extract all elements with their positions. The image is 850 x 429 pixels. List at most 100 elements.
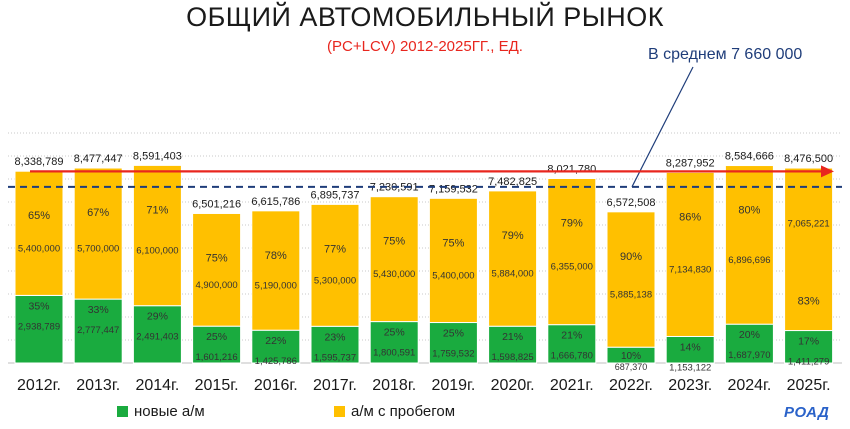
used-value-label: 5,400,000 [432, 270, 474, 281]
new-pct-label: 21% [502, 331, 523, 343]
new-value-label: 1,598,825 [491, 352, 533, 363]
used-value-label: 5,884,000 [491, 269, 533, 280]
total-label: 7,482,825 [488, 176, 537, 188]
bar-used [784, 167, 834, 332]
chart-title: ОБЩИЙ АВТОМОБИЛЬНЫЙ РЫНОК [186, 2, 664, 32]
new-value-label: 1,595,737 [314, 352, 356, 363]
new-value-label: 1,425,786 [255, 356, 297, 367]
new-value-label: 2,491,403 [136, 332, 178, 343]
bar-used [14, 170, 64, 296]
new-pct-label: 25% [443, 328, 464, 340]
new-pct-label: 17% [798, 336, 819, 348]
new-value-label: 1,666,780 [551, 351, 593, 362]
bar-used [724, 165, 774, 325]
new-value-label: 1,800,591 [373, 348, 415, 359]
used-value-label: 6,896,696 [728, 255, 770, 266]
used-pct-label: 77% [324, 243, 346, 255]
used-value-label: 6,100,000 [136, 246, 178, 257]
used-value-label: 7,134,830 [669, 264, 711, 275]
new-pct-label: 25% [384, 327, 405, 339]
bar-new [251, 329, 301, 364]
used-pct-label: 79% [502, 230, 524, 242]
x-tick-label: 2018г. [372, 377, 416, 394]
bar-new [784, 330, 834, 364]
bar-used [428, 197, 478, 324]
x-tick-label: 2025г. [787, 377, 831, 394]
bar-new [488, 325, 538, 364]
used-value-label: 4,900,000 [195, 280, 237, 291]
new-pct-label: 21% [561, 330, 582, 342]
used-pct-label: 79% [561, 217, 583, 229]
legend-swatch-new [117, 406, 128, 417]
bar-used [369, 196, 419, 323]
used-pct-label: 67% [87, 207, 109, 219]
bar-used [132, 164, 182, 307]
new-value-label: 1,411,279 [788, 357, 830, 368]
new-pct-label: 25% [206, 331, 227, 343]
new-value-label: 1,759,532 [432, 349, 474, 360]
new-pct-label: 29% [147, 311, 168, 323]
x-tick-label: 2015г. [195, 377, 239, 394]
total-label: 8,591,403 [133, 150, 182, 162]
x-tick-label: 2022г. [609, 377, 653, 394]
bar-new [192, 325, 242, 364]
used-value-label: 5,885,138 [610, 290, 652, 301]
bar-used [192, 212, 242, 327]
new-pct-label: 35% [28, 300, 49, 312]
new-pct-label: 10% [621, 351, 641, 362]
bar-new [73, 298, 123, 364]
new-pct-label: 22% [265, 335, 286, 347]
used-pct-label: 80% [738, 205, 760, 217]
used-value-label: 6,355,000 [551, 262, 593, 273]
x-tick-label: 2017г. [313, 377, 357, 394]
used-value-label: 5,430,000 [373, 269, 415, 280]
new-value-label: 1,153,122 [669, 362, 711, 373]
bar-used [665, 171, 715, 337]
used-pct-label: 75% [206, 252, 228, 264]
new-value-label: 1,601,216 [195, 352, 237, 363]
x-tick-label: 2020г. [491, 377, 535, 394]
used-pct-label: 78% [265, 250, 287, 262]
used-pct-label: 71% [146, 204, 168, 216]
x-tick-label: 2023г. [668, 377, 712, 394]
x-tick-label: 2012г. [17, 377, 61, 394]
used-value-label: 5,190,000 [255, 281, 297, 292]
used-value-label: 5,400,000 [18, 243, 60, 254]
bar-used [547, 177, 597, 326]
legend-swatch-used [334, 406, 345, 417]
bar-new [369, 321, 419, 364]
bar-used [488, 190, 538, 327]
new-pct-label: 33% [88, 304, 109, 316]
total-label: 6,895,737 [311, 189, 360, 201]
bar-new [547, 324, 597, 364]
bar-used [251, 210, 301, 331]
new-pct-label: 14% [680, 341, 701, 353]
used-pct-label: 75% [383, 236, 405, 248]
total-label: 7,159,532 [429, 183, 478, 195]
total-label: 6,501,216 [192, 198, 241, 210]
total-label: 8,287,952 [666, 157, 715, 169]
new-value-label: 2,777,447 [77, 325, 119, 336]
total-label: 6,572,508 [607, 197, 656, 209]
bar-used [310, 203, 360, 327]
chart-subtitle: (PC+LCV) 2012-2025ГГ., ЕД. [327, 38, 523, 55]
total-label: 6,615,786 [251, 196, 300, 208]
x-tick-label: 2014г. [135, 377, 179, 394]
trend-arrow-head [821, 165, 834, 178]
bar-used [73, 167, 123, 300]
used-value-label: 5,700,000 [77, 244, 119, 255]
legend-label-new: новые а/м [134, 403, 205, 420]
bar-new [132, 305, 182, 364]
total-label: 8,476,500 [784, 153, 833, 165]
bar-new [724, 323, 774, 364]
total-label: 8,477,447 [74, 153, 123, 165]
x-tick-label: 2019г. [431, 377, 475, 394]
used-pct-label: 75% [442, 237, 464, 249]
new-pct-label: 23% [324, 331, 345, 343]
road-logo: РОАД [784, 404, 830, 421]
new-value-label: 2,938,789 [18, 321, 60, 332]
x-tick-label: 2016г. [254, 377, 298, 394]
x-tick-label: 2021г. [550, 377, 594, 394]
used-pct-label: 65% [28, 210, 50, 222]
